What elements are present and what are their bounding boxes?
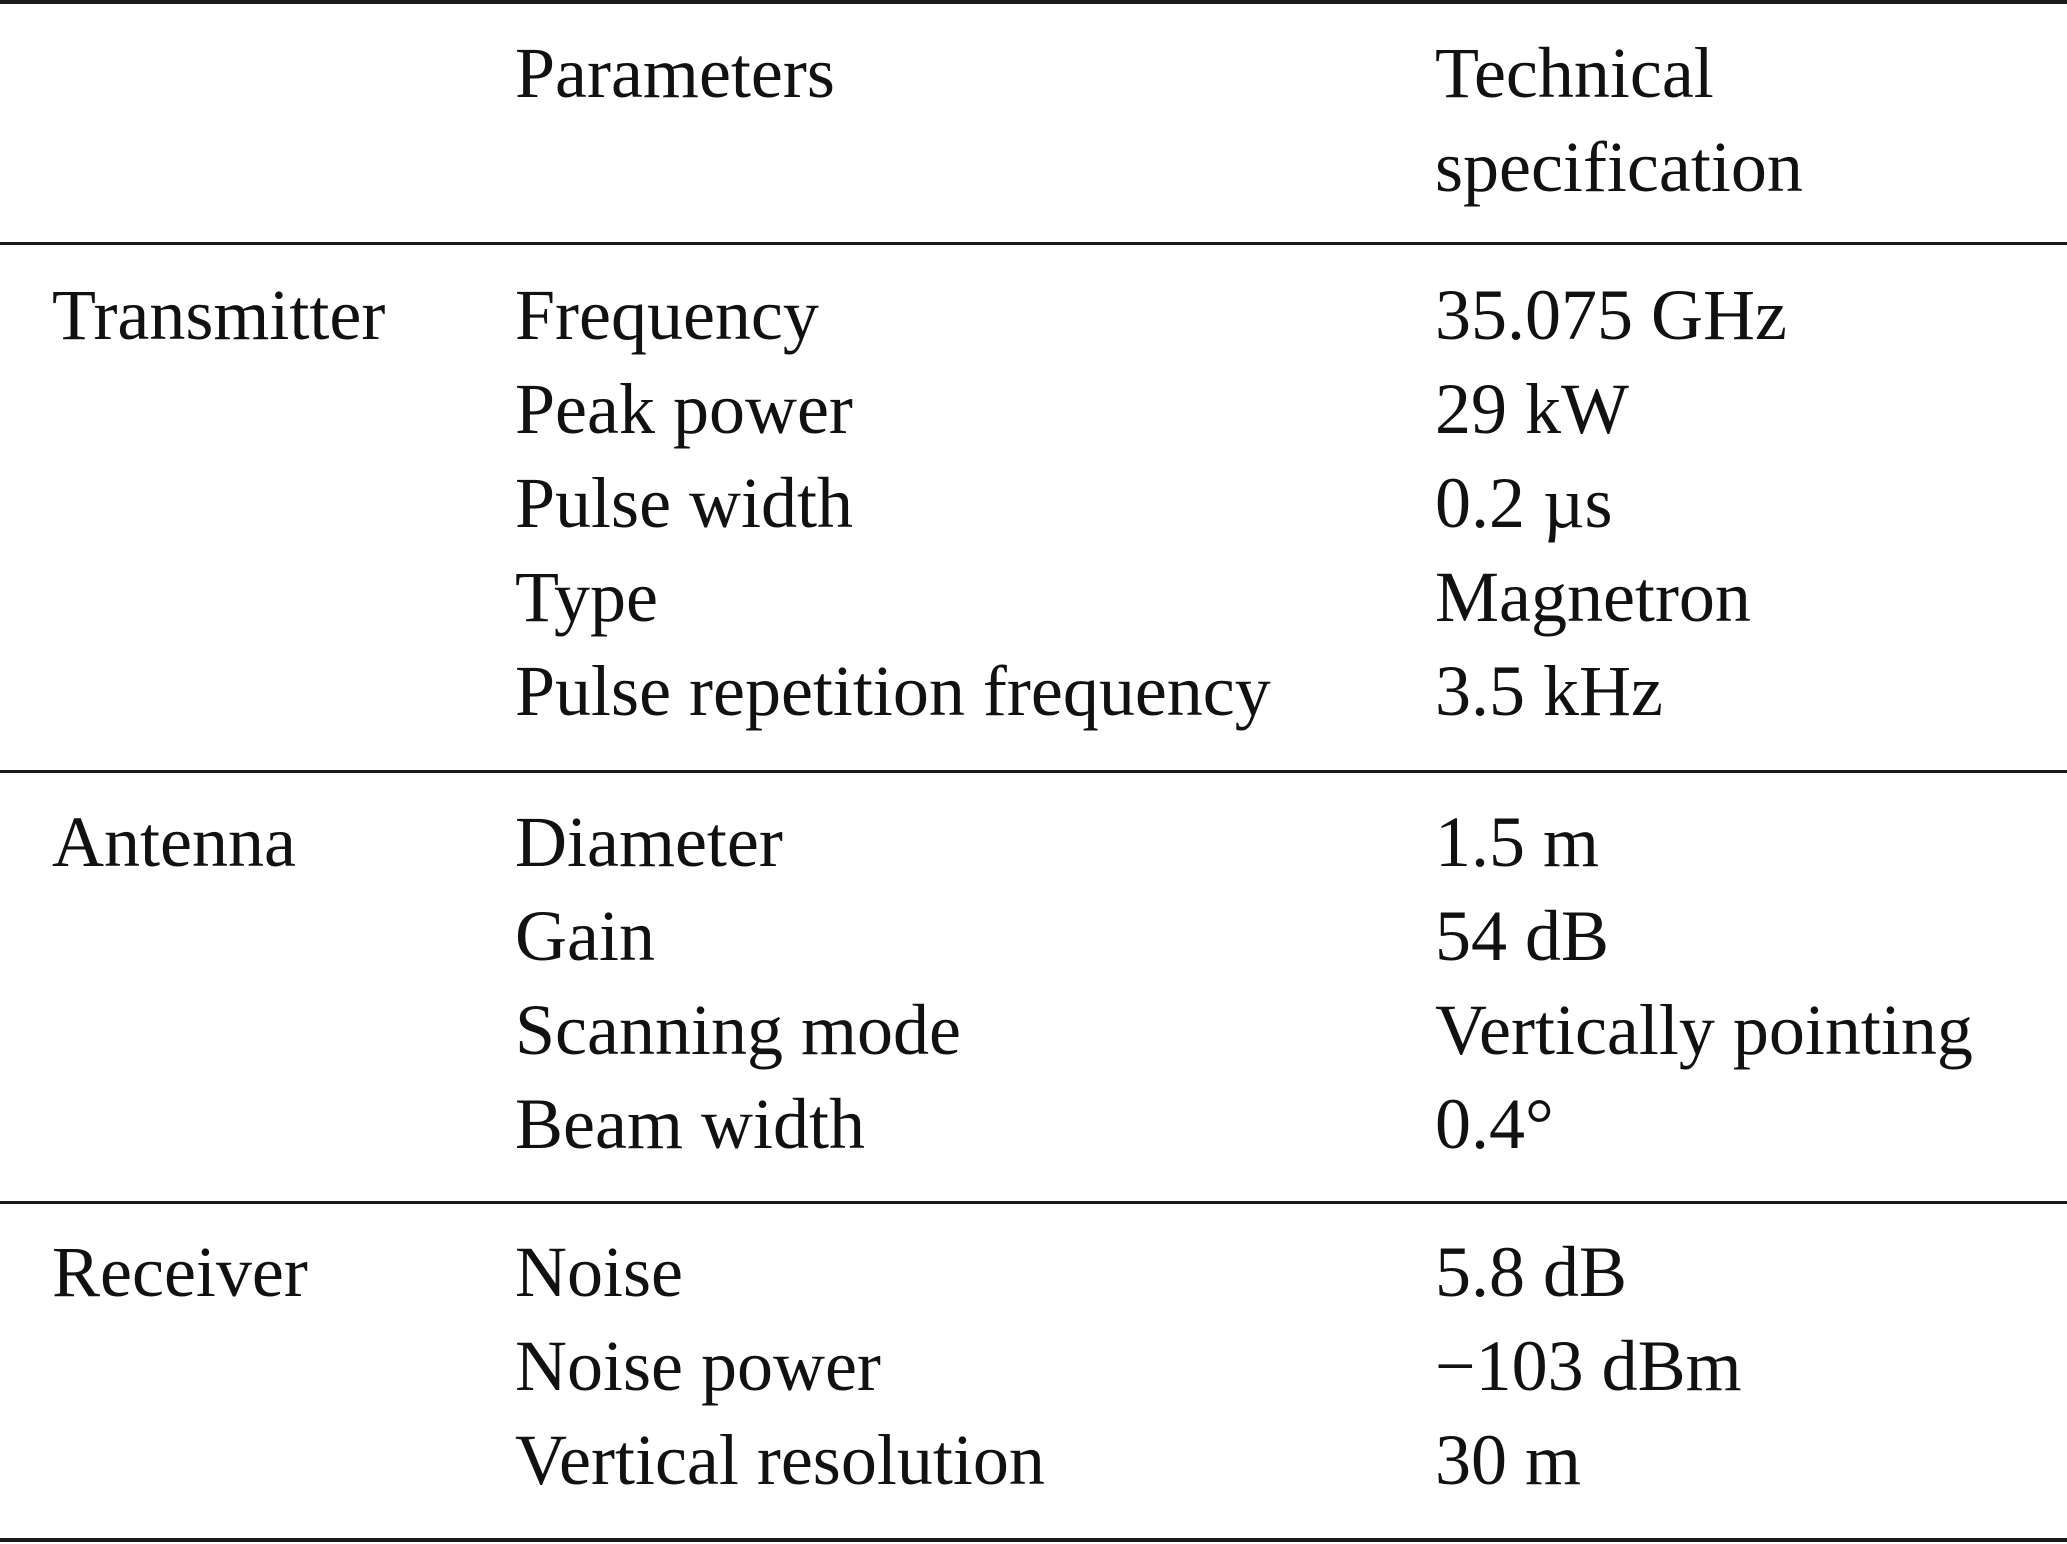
value-frequency: 35.075 GHz	[1435, 275, 1787, 355]
param-noise-power: Noise power	[515, 1326, 881, 1406]
param-pulse-repetition-frequency: Pulse repetition frequency	[515, 651, 1271, 731]
table-bottom-rule	[0, 1538, 2067, 1542]
value-peak-power: 29 kW	[1435, 369, 1629, 449]
param-scanning-mode: Scanning mode	[515, 990, 961, 1070]
value-type: Magnetron	[1435, 557, 1751, 637]
value-pulse-repetition-frequency: 3.5 kHz	[1435, 651, 1663, 731]
value-pulse-width: 0.2 µs	[1435, 463, 1613, 543]
value-diameter: 1.5 m	[1435, 802, 1600, 882]
header-parameters: Parameters	[515, 33, 835, 113]
value-scanning-mode: Vertically pointing	[1435, 990, 1973, 1070]
table-top-rule	[0, 0, 2067, 4]
param-diameter: Diameter	[515, 802, 783, 882]
param-peak-power: Peak power	[515, 369, 853, 449]
param-vertical-resolution: Vertical resolution	[515, 1420, 1045, 1500]
section-rule-antenna	[0, 770, 2067, 773]
value-gain: 54 dB	[1435, 896, 1610, 976]
section-label-transmitter: Transmitter	[52, 275, 386, 355]
header-rule	[0, 242, 2067, 245]
value-noise: 5.8 dB	[1435, 1232, 1628, 1312]
section-label-antenna: Antenna	[52, 802, 296, 882]
param-type: Type	[515, 557, 658, 637]
param-pulse-width: Pulse width	[515, 463, 854, 543]
param-gain: Gain	[515, 896, 655, 976]
section-rule-receiver	[0, 1201, 2067, 1204]
value-noise-power: −103 dBm	[1435, 1326, 1742, 1406]
param-frequency: Frequency	[515, 275, 819, 355]
header-technical-spec-line1: Technical	[1435, 33, 1714, 113]
param-noise: Noise	[515, 1232, 683, 1312]
header-technical-spec-line2: specification	[1435, 127, 1803, 207]
value-vertical-resolution: 30 m	[1435, 1420, 1582, 1500]
section-label-receiver: Receiver	[52, 1232, 308, 1312]
param-beam-width: Beam width	[515, 1084, 865, 1164]
value-beam-width: 0.4°	[1435, 1084, 1554, 1164]
